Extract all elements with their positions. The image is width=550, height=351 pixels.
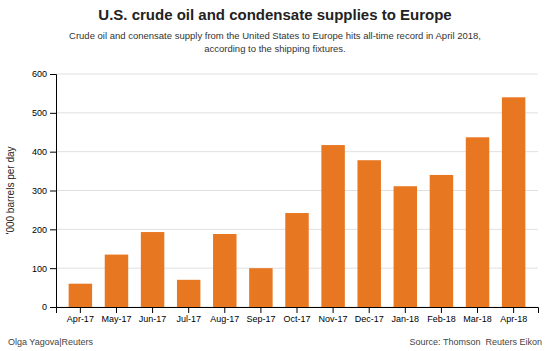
x-tick: Apr-17 bbox=[67, 307, 94, 324]
y-tick-mark bbox=[50, 113, 56, 114]
x-tick-label: Apr-18 bbox=[500, 314, 527, 324]
x-tick-label: Feb-18 bbox=[427, 314, 456, 324]
x-tick-mark bbox=[333, 307, 334, 313]
bar bbox=[141, 232, 164, 307]
bar bbox=[321, 145, 344, 307]
x-tick: Mar-18 bbox=[463, 307, 492, 324]
x-tick-mark bbox=[405, 307, 406, 313]
footer-note: Olga Yagova|Reuters bbox=[8, 337, 94, 347]
x-tick: Oct-17 bbox=[283, 307, 310, 324]
bar bbox=[177, 280, 200, 307]
x-tick-label: Jun-17 bbox=[139, 314, 167, 324]
y-axis-title: '000 barrels per day bbox=[5, 146, 16, 234]
grid-line bbox=[56, 151, 538, 152]
y-tick: 0 bbox=[42, 302, 56, 312]
x-tick-mark bbox=[80, 307, 81, 313]
x-tick: Jul-17 bbox=[176, 307, 201, 324]
x-tick-label: Sep-17 bbox=[246, 314, 275, 324]
x-tick: Feb-18 bbox=[427, 307, 456, 324]
y-tick: 400 bbox=[32, 147, 56, 157]
y-axis: 0 100 200 300 400 500 600 bbox=[32, 69, 57, 312]
x-tick-label: Dec-17 bbox=[355, 314, 384, 324]
x-tick: Dec-17 bbox=[355, 307, 384, 324]
y-tick-label: 300 bbox=[32, 186, 47, 196]
grid bbox=[56, 74, 538, 307]
bar bbox=[105, 255, 128, 307]
y-tick-label: 0 bbox=[42, 302, 47, 312]
bar bbox=[394, 186, 417, 307]
y-tick-mark bbox=[50, 74, 56, 75]
y-tick-mark bbox=[50, 152, 56, 153]
x-tick-label: Jul-17 bbox=[176, 314, 201, 324]
y-tick-label: 400 bbox=[32, 147, 47, 157]
y-tick: 600 bbox=[32, 69, 56, 79]
x-tick-mark bbox=[116, 307, 117, 313]
bar bbox=[357, 160, 380, 307]
x-tick-mark bbox=[369, 307, 370, 313]
y-tick-label: 500 bbox=[32, 108, 47, 118]
bars bbox=[69, 97, 526, 307]
x-tick-mark bbox=[513, 307, 514, 313]
x-tick-mark bbox=[152, 307, 153, 313]
x-tick-label: Nov-17 bbox=[319, 314, 348, 324]
y-tick: 300 bbox=[32, 186, 56, 196]
bar bbox=[285, 213, 308, 307]
bar bbox=[69, 284, 92, 307]
x-axis: Apr-17 May-17 Jun-17 Jul-17 Aug-17 Sep-17 Oct-… bbox=[57, 307, 539, 324]
x-tick: Apr-18 bbox=[500, 307, 527, 324]
x-tick: Jan-18 bbox=[392, 307, 420, 324]
y-tick: 100 bbox=[32, 264, 56, 274]
bar bbox=[466, 137, 489, 307]
grid-line bbox=[56, 74, 538, 75]
y-tick-mark bbox=[50, 268, 56, 269]
y-tick-mark bbox=[50, 229, 56, 230]
y-tick-label: 100 bbox=[32, 264, 47, 274]
subtitle-line: according to the shipping fixtures. bbox=[204, 43, 346, 54]
x-tick: Nov-17 bbox=[319, 307, 348, 324]
x-tick-label: Aug-17 bbox=[210, 314, 239, 324]
bar bbox=[430, 175, 453, 307]
y-axis-line bbox=[50, 75, 57, 308]
x-tick-label: Jan-18 bbox=[392, 314, 420, 324]
y-tick: 500 bbox=[32, 108, 56, 118]
x-tick: Sep-17 bbox=[246, 307, 275, 324]
chart: U.S. crude oil and condensate supplies t… bbox=[0, 0, 550, 351]
y-tick-label: 200 bbox=[32, 225, 47, 235]
x-tick-mark bbox=[441, 307, 442, 313]
bar bbox=[249, 268, 272, 307]
x-tick-label: Apr-17 bbox=[67, 314, 94, 324]
footer-note: Source: Thomson Reuters Eikon bbox=[410, 337, 542, 347]
grid-line bbox=[56, 190, 538, 191]
x-tick-label: May-17 bbox=[101, 314, 131, 324]
plot: Apr-17 May-17 Jun-17 Jul-17 Aug-17 Sep-17 Oct-… bbox=[32, 69, 539, 324]
x-tick-mark bbox=[297, 307, 298, 313]
x-tick: Aug-17 bbox=[210, 307, 239, 324]
title: U.S. crude oil and condensate supplies t… bbox=[98, 6, 451, 23]
subtitle: Crude oil and conensate supply from the … bbox=[69, 30, 481, 54]
x-tick-mark bbox=[188, 307, 189, 313]
x-tick-label: Mar-18 bbox=[463, 314, 492, 324]
y-tick-mark bbox=[50, 191, 56, 192]
y-tick-label: 600 bbox=[32, 69, 47, 79]
subtitle-line: Crude oil and conensate supply from the … bbox=[69, 30, 481, 41]
y-tick: 200 bbox=[32, 225, 56, 235]
x-axis-line bbox=[57, 308, 539, 314]
grid-line bbox=[56, 112, 538, 113]
bar bbox=[213, 234, 236, 307]
x-tick-mark bbox=[260, 307, 261, 313]
x-tick: May-17 bbox=[101, 307, 131, 324]
x-tick: Jun-17 bbox=[139, 307, 167, 324]
x-tick-mark bbox=[477, 307, 478, 313]
x-tick-mark bbox=[224, 307, 225, 313]
y-tick-mark bbox=[50, 307, 56, 308]
x-tick-label: Oct-17 bbox=[283, 314, 310, 324]
bar bbox=[502, 97, 525, 307]
